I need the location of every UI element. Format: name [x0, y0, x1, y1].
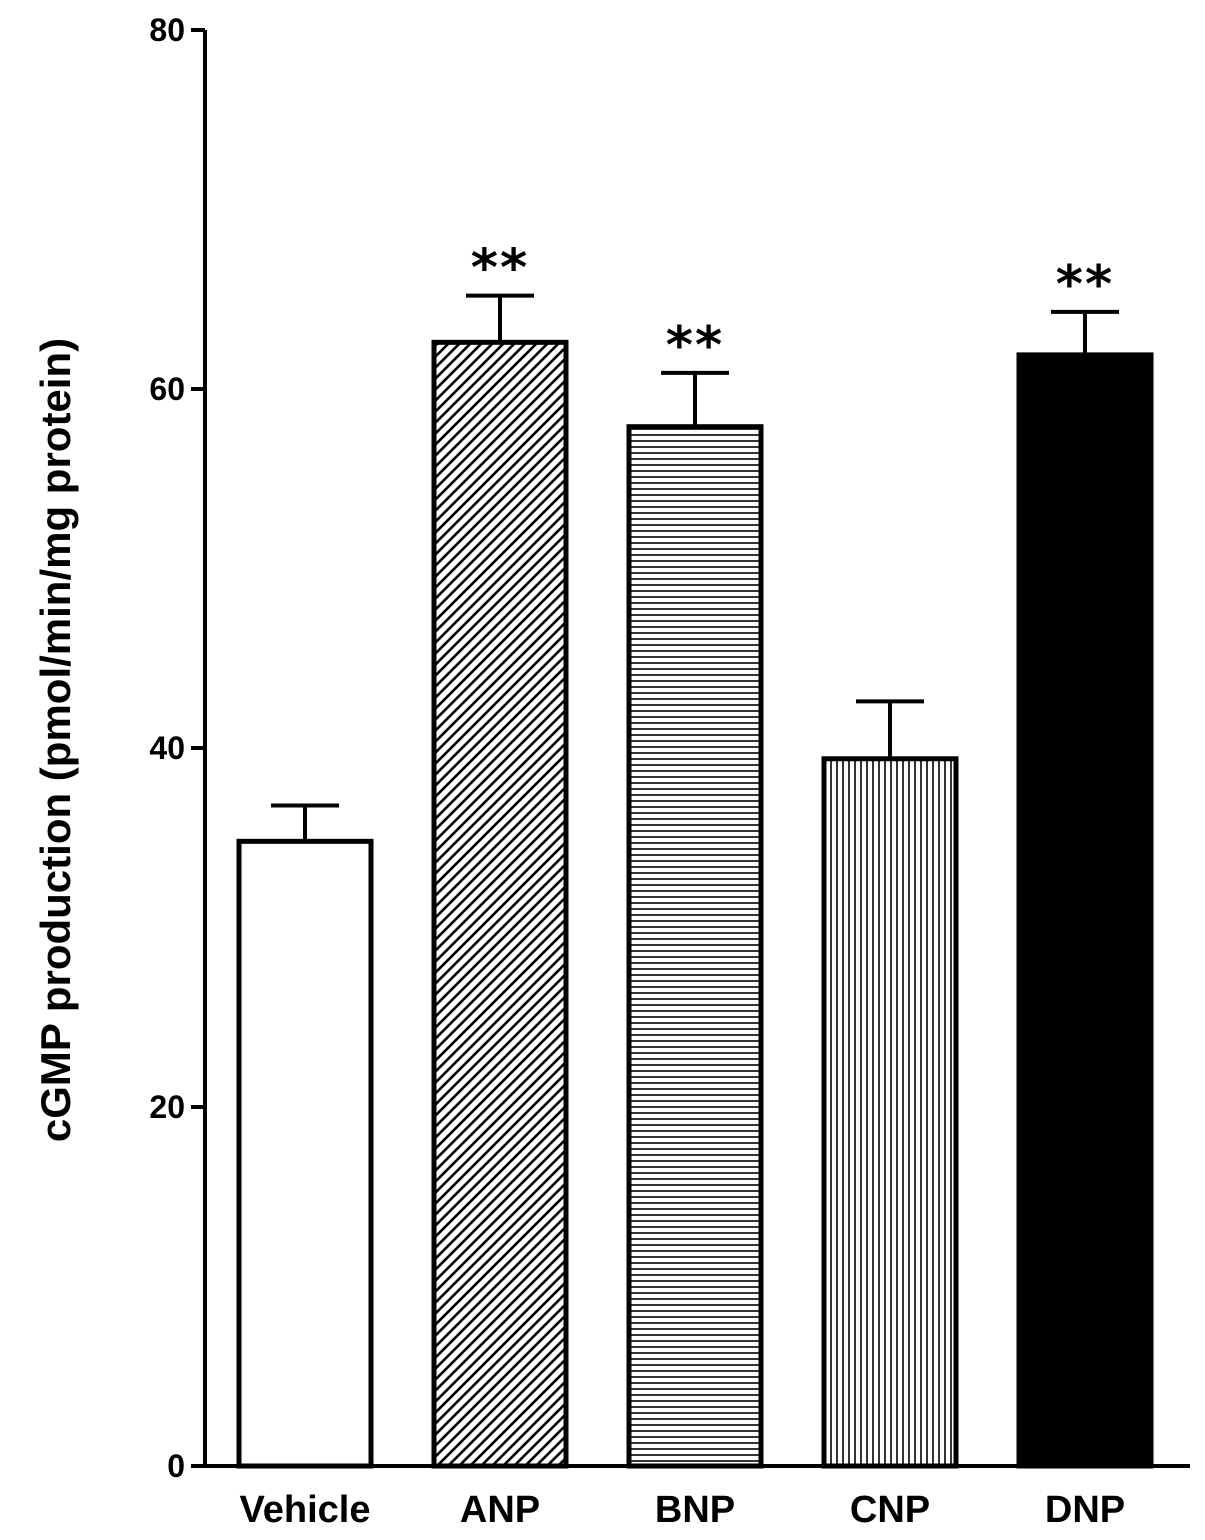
x-tick-label: BNP [655, 1489, 735, 1531]
bar [1016, 352, 1154, 1469]
bar [626, 424, 764, 1469]
y-tick-label: 80 [149, 12, 185, 48]
x-tick-label: DNP [1045, 1489, 1125, 1531]
x-tick-label: ANP [460, 1489, 540, 1531]
x-tick-label: Vehicle [240, 1489, 371, 1531]
bars: Vehicle ** ANP ** BNP CNP ** DNP [236, 239, 1154, 1531]
y-tick-label: 20 [149, 1089, 185, 1125]
bar-group-anp: ** ANP [431, 239, 569, 1531]
y-tick-label: 40 [149, 730, 185, 766]
significance-label: ** [666, 316, 724, 376]
y-axis-title: cGMP production (pmol/min/mg protein) [32, 338, 79, 1142]
y-tick-label: 0 [167, 1448, 185, 1484]
bar-group-bnp: ** BNP [626, 316, 764, 1531]
bar [821, 756, 959, 1469]
y-axis: 0 20 40 60 80 [149, 12, 207, 1484]
bar [236, 838, 374, 1469]
x-tick-label: CNP [850, 1489, 930, 1531]
bar-group-vehicle: Vehicle [236, 803, 374, 1531]
significance-label: ** [1056, 255, 1114, 315]
bar-group-cnp: CNP [821, 699, 959, 1531]
bar [431, 339, 569, 1469]
y-tick-label: 60 [149, 371, 185, 407]
bar-group-dnp: ** DNP [1016, 255, 1154, 1531]
significance-label: ** [471, 239, 529, 299]
